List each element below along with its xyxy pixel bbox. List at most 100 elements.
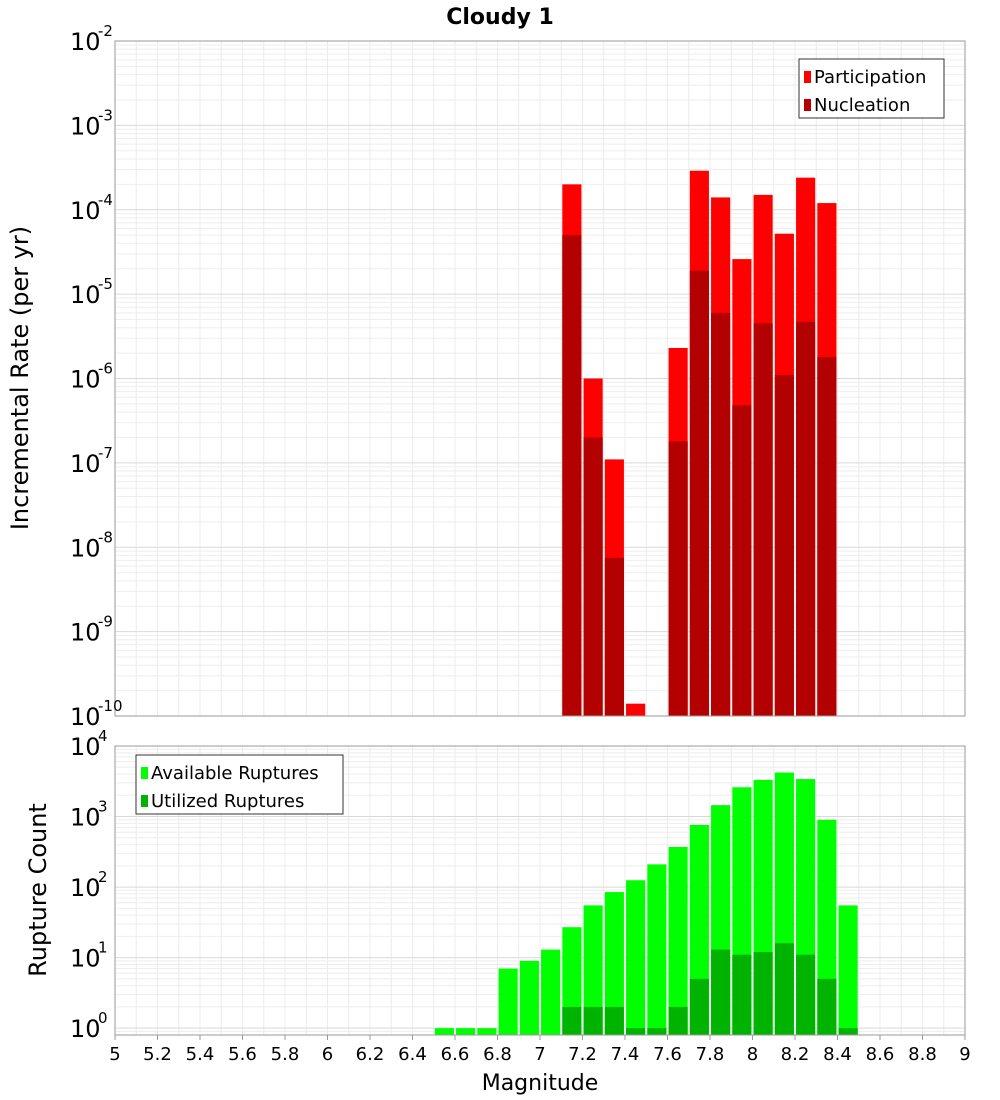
bottom-y-axis-label: Rupture Count	[24, 803, 52, 977]
bar-available-ruptures	[498, 968, 518, 1035]
bar-utilized-ruptures	[838, 1028, 858, 1035]
bar-utilized-ruptures	[732, 954, 752, 1035]
x-tick-label: 6.4	[398, 1044, 427, 1065]
y-tick-label: 10	[70, 874, 101, 902]
top-y-axis-label: Incremental Rate (per yr)	[6, 226, 34, 530]
legend-swatch	[141, 767, 148, 779]
y-tick-exponent: 0	[98, 1009, 108, 1027]
x-tick-label: 7.8	[696, 1044, 725, 1065]
y-tick-exponent: -8	[98, 528, 113, 546]
y-tick-exponent: 2	[98, 868, 108, 886]
x-tick-label: 7.2	[568, 1044, 597, 1065]
bar-available-ruptures	[434, 1028, 454, 1035]
x-tick-label: 8.4	[823, 1044, 852, 1065]
x-tick-label: 6.2	[356, 1044, 385, 1065]
x-tick-label: 8.2	[781, 1044, 810, 1065]
y-tick-label: 10	[70, 1015, 101, 1043]
bar-utilized-ruptures	[711, 949, 731, 1035]
y-tick-exponent: 1	[98, 939, 108, 957]
x-tick-label: 8.8	[908, 1044, 937, 1065]
y-tick-label: 10	[70, 804, 101, 832]
x-tick-label: 8	[747, 1044, 758, 1065]
bar-utilized-ruptures	[817, 978, 837, 1035]
bar-available-ruptures	[541, 949, 561, 1035]
y-tick-exponent: -6	[98, 360, 113, 378]
bar-utilized-ruptures	[689, 978, 709, 1035]
bar-nucleation	[562, 235, 582, 716]
y-tick-exponent: -5	[98, 275, 113, 293]
bar-available-ruptures	[626, 880, 646, 1035]
bar-available-ruptures	[838, 905, 858, 1035]
x-tick-label: 6.6	[441, 1044, 470, 1065]
y-tick-label: 10	[70, 945, 101, 973]
x-tick-label: 7.6	[653, 1044, 682, 1065]
bar-available-ruptures	[519, 960, 539, 1035]
bar-participation	[626, 703, 646, 716]
y-tick-label: 10	[70, 703, 101, 731]
bar-utilized-ruptures	[626, 1028, 646, 1035]
x-tick-label: 7.4	[611, 1044, 640, 1065]
bar-available-ruptures	[604, 892, 624, 1035]
y-tick-label: 10	[70, 112, 101, 140]
bar-nucleation	[583, 437, 603, 716]
legend-label: Nucleation	[814, 95, 910, 116]
y-tick-label: 10	[70, 534, 101, 562]
bar-nucleation	[604, 557, 624, 716]
bar-utilized-ruptures	[604, 1006, 624, 1035]
bar-utilized-ruptures	[583, 1006, 603, 1035]
y-tick-exponent: -3	[98, 106, 113, 124]
bar-nucleation	[668, 441, 688, 716]
bar-utilized-ruptures	[774, 943, 794, 1035]
legend-label: Utilized Ruptures	[151, 791, 304, 812]
bar-utilized-ruptures	[668, 1006, 688, 1035]
y-tick-label: 10	[70, 733, 101, 761]
bar-nucleation	[753, 323, 773, 716]
x-tick-label: 6	[322, 1044, 333, 1065]
x-tick-label: 8.6	[866, 1044, 895, 1065]
bar-available-ruptures	[647, 864, 667, 1035]
y-tick-label: 10	[70, 366, 101, 394]
legend-swatch	[804, 99, 811, 111]
y-tick-label: 10	[70, 450, 101, 478]
legend: Available Ruptures Utilized Ruptures	[135, 754, 344, 815]
y-tick-exponent: -2	[98, 22, 113, 40]
y-tick-exponent: 4	[98, 727, 108, 745]
bar-nucleation	[817, 356, 837, 716]
plot-frame	[114, 40, 966, 717]
bar-utilized-ruptures	[796, 954, 816, 1035]
legend-label: Available Ruptures	[151, 763, 319, 784]
legend: Participation Nucleation	[798, 58, 945, 119]
y-tick-exponent: -4	[98, 191, 113, 209]
bar-available-ruptures	[477, 1028, 497, 1035]
y-tick-exponent: -9	[98, 613, 113, 631]
y-tick-label: 10	[70, 197, 101, 225]
bar-available-ruptures	[583, 905, 603, 1035]
x-tick-label: 7	[534, 1044, 545, 1065]
bar-available-ruptures	[668, 847, 688, 1035]
bar-utilized-ruptures	[753, 952, 773, 1035]
x-axis-label: Magnitude	[482, 1071, 599, 1096]
y-tick-label: 10	[70, 281, 101, 309]
bar-available-ruptures	[456, 1028, 476, 1035]
bar-nucleation	[774, 375, 794, 716]
bar-nucleation	[732, 405, 752, 716]
y-tick-exponent: 3	[98, 798, 108, 816]
legend-box	[798, 58, 945, 119]
x-tick-label: 5.6	[228, 1044, 257, 1065]
legend-box	[135, 754, 344, 815]
x-tick-label: 6.8	[483, 1044, 512, 1065]
bar-nucleation	[689, 270, 709, 716]
y-tick-label: 10	[70, 619, 101, 647]
legend-swatch	[804, 71, 811, 83]
x-tick-label: 5.2	[143, 1044, 172, 1065]
x-tick-label: 5.4	[186, 1044, 215, 1065]
chart-title: Cloudy 1	[446, 5, 554, 30]
x-tick-label: 9	[959, 1044, 970, 1065]
bar-utilized-ruptures	[562, 1006, 582, 1035]
top-panel: 10-1010-910-810-710-610-510-410-310-2Par…	[70, 22, 966, 731]
legend-swatch	[141, 795, 148, 807]
legend-label: Participation	[814, 67, 926, 88]
y-tick-label: 10	[70, 28, 101, 56]
